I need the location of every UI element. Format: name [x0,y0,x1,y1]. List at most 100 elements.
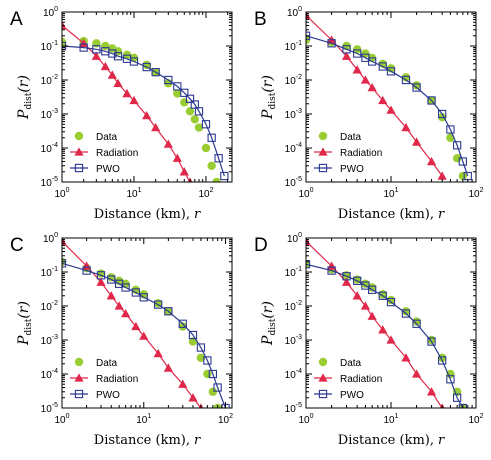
pwo-point [446,125,455,134]
pwo-point [154,300,163,309]
pwo-point [203,356,212,365]
y-tick-base: 10 [41,336,53,347]
axes-frame [61,11,233,183]
radiation-point [178,379,188,388]
data-point [427,335,436,345]
radiation-point [107,70,117,79]
x-tick-base: 10 [468,415,480,426]
x-tick-base: 10 [468,189,480,200]
panel-d: 100 101 10210010-110-210-310-410-5DDataRad… [254,232,484,448]
pwo-point [139,293,148,302]
y-tick-label: 10-4 [285,142,302,155]
pwo-point [220,171,229,181]
pwo-point [96,271,106,280]
pwo-point [121,283,130,292]
radiation-point [386,105,396,114]
pwo-point [367,57,377,66]
pwo-point [401,75,411,85]
legend-marker-data [74,131,84,141]
y-tick-exp: -1 [296,266,302,273]
y-tick-base: 10 [285,336,297,347]
series-pwo [62,259,230,408]
pwo-point [438,109,447,119]
x-tick-exp: 1 [147,413,151,420]
pwo-point [446,375,455,384]
legend: Data Radiation PWO [314,131,382,175]
y-tick-exp: -3 [296,334,302,341]
legend-label-pwo: PWO [340,164,364,175]
y-tick-label: 10-1 [285,40,302,53]
data-point [458,171,468,181]
panel-label: A [10,9,23,30]
data-point [185,107,195,116]
x-tick-label: 102 [468,413,483,426]
x-axis-label: Distance (km), r [94,207,201,222]
legend-label-radiation: Radiation [96,148,138,159]
y-tick-base: 10 [285,42,297,53]
radiation-point [163,363,173,372]
panel-c: 100 101 10210010-110-210-310-410-5CDataRad… [10,232,233,448]
y-tick-label: 10-5 [285,402,302,415]
x-tick-base: 10 [198,189,210,200]
pwo-point [386,67,396,76]
radiation-point [378,325,388,334]
radiation-point [114,301,124,310]
y-tick-base: 10 [285,370,297,381]
x-tick-label: 100 [54,187,69,200]
data-point [188,337,198,346]
y-tick-base: 10 [41,144,53,155]
y-tick-exp: -2 [52,74,58,81]
y-tick-exp: 0 [54,6,58,13]
radiation-point [401,122,411,132]
y-tick-base: 10 [285,302,297,313]
plot-area [62,238,230,408]
pwo-point [207,133,216,142]
x-tick-base: 10 [126,189,138,200]
x-label-var: r [194,433,201,448]
pwo-point [342,45,351,54]
data-point [203,369,212,379]
x-axis-label: Distance (km), r [338,207,445,222]
pwo-point [214,154,223,163]
pwo-point [142,62,151,72]
data-point [212,177,221,182]
legend: Data Radiation PWO [70,357,138,401]
y-tick-label: 10-2 [285,300,302,313]
radiation-point [426,156,437,166]
pwo-point [113,52,123,61]
pwo-point [427,96,436,105]
pwo-point [79,43,88,52]
pwo-point [458,157,467,166]
y-tick-exp: 0 [54,232,58,239]
y-tick-base: 10 [41,404,53,415]
x-tick-label: 100 [298,187,313,200]
y-tick-label: 10-5 [41,176,58,189]
x-tick-exp: 2 [210,187,214,194]
radiation-point [129,95,139,105]
radiation-point [121,308,131,318]
pwo-point [188,330,198,340]
pwo-point [412,83,421,92]
radiation-point [113,78,123,87]
x-tick-label: 101 [126,187,141,200]
x-tick-label: 101 [383,187,398,200]
legend-marker-data [318,131,328,141]
pwo-point [108,49,117,58]
pwo-line [306,263,464,408]
y-tick-base: 10 [41,178,53,189]
series-data [306,35,468,181]
series-pwo [306,260,467,408]
legend-marker-data [74,357,84,367]
x-tick-exp: 0 [66,187,70,194]
y-tick-label: 10-5 [285,176,302,189]
data-point [190,115,200,124]
panel-a: 100 101 10210010-110-210-310-410-5ADataRad… [10,6,233,222]
panel-label: C [10,235,24,256]
y-label-main: P [16,335,32,346]
y-tick-base: 10 [287,234,299,245]
legend-marker-pwo [318,389,328,399]
pwo-point [452,393,462,402]
y-tick-label: 10-3 [285,108,302,121]
panel-label: D [254,235,268,256]
legend-label-radiation: Radiation [340,148,382,159]
